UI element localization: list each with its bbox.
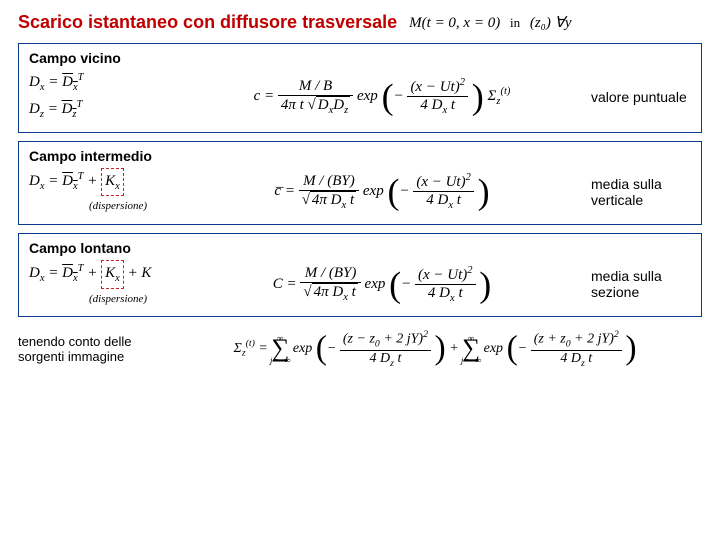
title-in: in [510, 15, 520, 30]
title-row: Scarico istantaneo con diffusore trasver… [18, 12, 702, 33]
dx-eq-2: Dx = DxT + Kx [29, 168, 179, 197]
dz-eq: Dz = DzT [29, 97, 179, 124]
left-lontano: Dx = DxT + Kx + K (dispersione) [29, 260, 179, 308]
footer-row: tenendo conto delle sorgenti immagine Σz… [18, 329, 702, 368]
right-lontano: media sulla sezione [585, 268, 691, 300]
box-campo-lontano: Campo lontano Dx = DxT + Kx + K (dispers… [18, 233, 702, 317]
box-campo-intermedio: Campo intermedio Dx = DxT + Kx (dispersi… [18, 141, 702, 225]
heading-lontano: Campo lontano [29, 240, 691, 256]
title-cond-text: M(t = 0, x = 0) [409, 15, 500, 31]
title-z: (z₀) ∀y [530, 15, 572, 31]
dispersione-3: (dispersione) [89, 291, 179, 309]
dx-eq: Dx = DxT [29, 70, 179, 97]
row-vicino: Dx = DxT Dz = DzT c = M / B 4π t √DxDz e… [29, 70, 691, 124]
box-campo-vicino: Campo vicino Dx = DxT Dz = DzT c = M / B… [18, 43, 702, 133]
title-condition: M(t = 0, x = 0) in (z₀) ∀y [409, 13, 571, 32]
row-lontano: Dx = DxT + Kx + K (dispersione) C = M / … [29, 260, 691, 308]
eq-lontano: C = M / (BY) √4π Dx t exp (− (x − Ut)2 4… [179, 265, 585, 304]
right-vicino: valore puntuale [585, 89, 691, 105]
heading-intermedio: Campo intermedio [29, 148, 691, 164]
heading-vicino: Campo vicino [29, 50, 691, 66]
dispersione-2: (dispersione) [89, 198, 179, 216]
eq-vicino: c = M / B 4π t √DxDz exp (− (x − Ut)2 4 … [179, 77, 585, 116]
footer-eq: Σz(t) = ∑∞j=−∞ exp (− (z − z0 + 2 jY)2 4… [168, 329, 702, 368]
left-intermedio: Dx = DxT + Kx (dispersione) [29, 168, 179, 216]
left-vicino: Dx = DxT Dz = DzT [29, 70, 179, 124]
dx-eq-3: Dx = DxT + Kx + K [29, 260, 179, 289]
right-intermedio: media sulla verticale [585, 176, 691, 208]
footer-label: tenendo conto delle sorgenti immagine [18, 334, 168, 364]
page-title: Scarico istantaneo con diffusore trasver… [18, 12, 397, 33]
eq-intermedio: _c = M / (BY) √4π Dx t exp (− (x − Ut)2 … [179, 172, 585, 211]
row-intermedio: Dx = DxT + Kx (dispersione) _c = M / (BY… [29, 168, 691, 216]
